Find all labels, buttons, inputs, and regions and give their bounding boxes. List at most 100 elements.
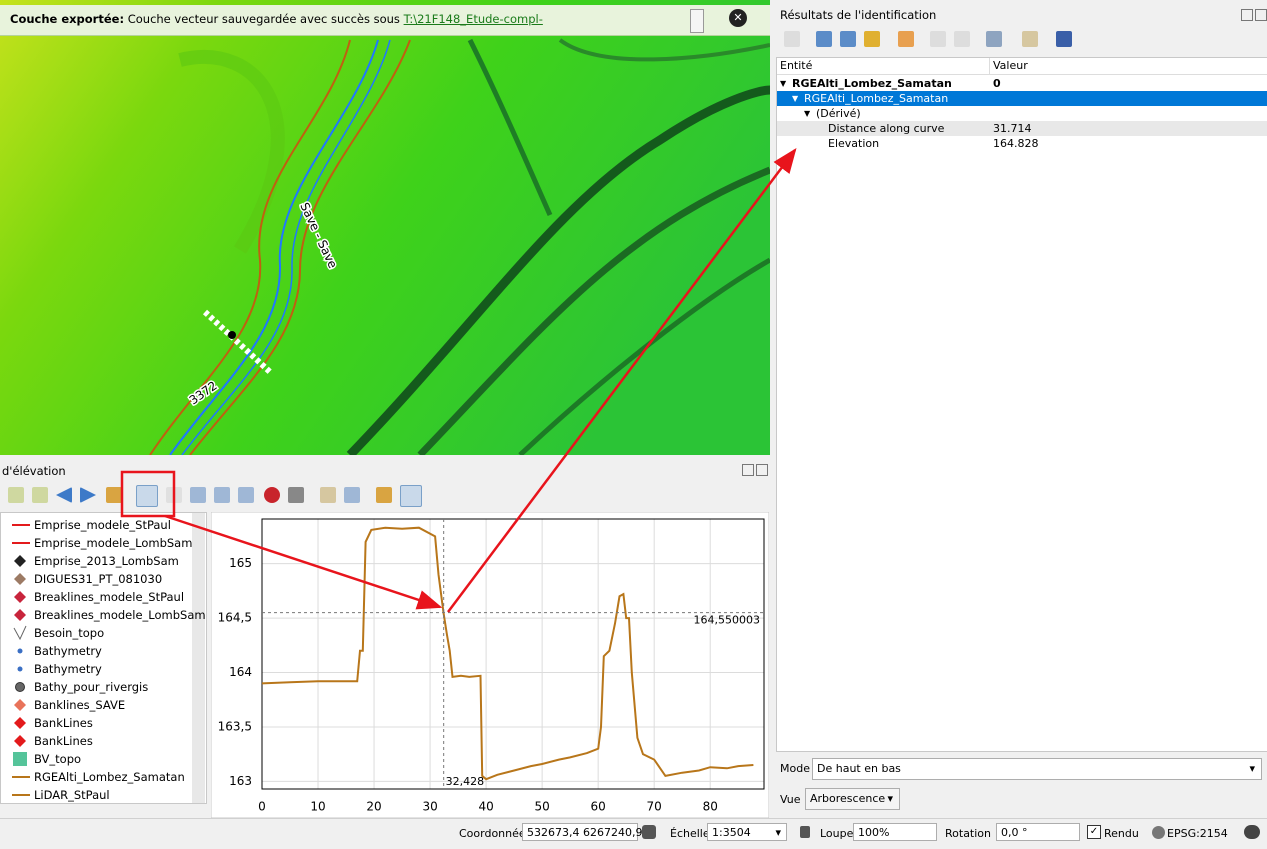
layer-row[interactable]: Bathymetry — [1, 660, 191, 678]
tool-icon[interactable] — [166, 487, 182, 503]
tool-icon[interactable] — [32, 487, 48, 503]
tool-icon[interactable] — [954, 31, 970, 47]
layer-row[interactable]: BV_topo — [1, 750, 191, 768]
layer-row[interactable]: Breaklines_modele_StPaul — [1, 588, 191, 606]
scale-field[interactable]: 1:3504 ▾ — [707, 823, 787, 841]
entity: RGEAlti_Lombez_Samatan — [792, 77, 952, 90]
y-tick-label: 163 — [229, 774, 252, 788]
tool-icon[interactable] — [80, 487, 96, 503]
layer-symbol — [12, 794, 30, 796]
symbol-square — [13, 752, 27, 766]
toolbar — [0, 482, 430, 508]
crs-icon[interactable] — [1152, 826, 1165, 839]
close-button[interactable] — [756, 464, 768, 476]
layer-row[interactable]: Emprise_modele_LombSam — [1, 534, 193, 552]
symbol-diamond — [14, 609, 26, 621]
mode-select[interactable]: De haut en bas ▾ — [812, 758, 1262, 780]
x-tick-label: 0 — [258, 800, 266, 814]
message-title: Couche exportée: — [10, 12, 125, 26]
layer-symbol — [17, 666, 23, 672]
lock-icon[interactable] — [800, 826, 810, 838]
tool-icon[interactable] — [320, 487, 336, 503]
expand-arrow: ▼ — [780, 79, 787, 88]
messages-icon[interactable] — [1244, 825, 1260, 839]
map-canvas[interactable]: Save - Save 3372 — [0, 0, 770, 455]
tool-icon[interactable] — [1022, 31, 1038, 47]
close-button[interactable] — [1255, 9, 1267, 21]
coord-toggle[interactable] — [642, 825, 656, 839]
x-tick-label: 40 — [478, 800, 493, 814]
y-tick-label: 163,5 — [218, 719, 252, 733]
tool-icon[interactable] — [344, 487, 360, 503]
message-link[interactable]: T:\21F148_Etude-compl- — [403, 12, 543, 26]
tree-row[interactable]: Distance along curve 31.714 — [777, 121, 1267, 136]
identify-tool[interactable] — [136, 485, 158, 507]
crs[interactable]: EPSG:2154 — [1167, 827, 1228, 840]
tree-row[interactable]: ▼ RGEAlti_Lombez_Samatan 0 — [777, 76, 1267, 91]
layer-row[interactable]: Bathymetry — [1, 642, 191, 660]
tool-icon[interactable] — [930, 31, 946, 47]
layer-row[interactable]: Emprise_modele_StPaul — [1, 516, 191, 534]
layer-row[interactable]: BankLines — [1, 732, 191, 750]
symbol-diamond — [14, 591, 26, 603]
layer-name: Bathymetry — [34, 662, 102, 676]
tool-icon[interactable] — [898, 31, 914, 47]
river — [181, 39, 391, 455]
tool-icon[interactable] — [986, 31, 1002, 47]
scroll-buttons[interactable] — [690, 9, 704, 33]
column-header[interactable]: Entité — [780, 59, 813, 72]
column-header[interactable]: Valeur — [993, 59, 1028, 72]
elevation-chart: 163 163,5 164 164,5 165 0 10 20 30 40 50 60 70 80 164,… — [211, 512, 769, 818]
tree-row[interactable]: ▼ RGEAlti_Lombez_Samatan — [777, 91, 1267, 106]
tool-icon[interactable] — [288, 487, 304, 503]
layer-name: Banklines_SAVE — [34, 698, 126, 712]
close-button[interactable]: ✕ — [729, 9, 747, 27]
symbol-point — [17, 666, 23, 672]
coord-field[interactable]: 532673,4 6267240,9 — [522, 823, 642, 841]
render-checkbox[interactable]: ✓ — [1087, 825, 1101, 839]
layer-row[interactable]: RGEAlti_Lombez_Samatan — [1, 768, 191, 786]
float-button[interactable] — [742, 464, 754, 476]
tool-icon[interactable] — [376, 487, 392, 503]
tool-icon[interactable] — [214, 487, 230, 503]
tool-icon[interactable] — [190, 487, 206, 503]
tool-icon[interactable] — [864, 31, 880, 47]
layer-name: Emprise_modele_LombSam — [34, 536, 193, 550]
tool-icon[interactable] — [264, 487, 280, 503]
contour — [149, 39, 351, 455]
tool-icon[interactable] — [840, 31, 856, 47]
tool-icon[interactable] — [8, 487, 24, 503]
layer-row[interactable]: Banklines_SAVE — [1, 696, 191, 714]
view-label: Vue — [780, 793, 801, 806]
float-button[interactable] — [1241, 9, 1253, 21]
tool-icon[interactable] — [400, 485, 422, 507]
layer-row[interactable]: LiDAR_StPaul — [1, 786, 191, 803]
tool-icon[interactable] — [106, 487, 122, 503]
layer-row[interactable]: Emprise_2013_LombSam — [1, 552, 191, 570]
scrollbar[interactable] — [192, 513, 205, 803]
tool-icon[interactable] — [784, 31, 800, 47]
identify-panel: Résultats de l'identification Entité Val… — [776, 0, 1267, 818]
crosshair-y-label: 164,550003 — [694, 614, 760, 627]
view-select[interactable]: Arborescence ▾ — [805, 788, 900, 810]
layer-row[interactable]: Bathy_pour_rivergis — [1, 678, 191, 696]
layer-row[interactable]: BankLines — [1, 714, 191, 732]
tree-row[interactable]: Elevation 164.828 — [777, 136, 1267, 151]
layer-row[interactable]: DIGUES31_PT_081030 — [1, 570, 191, 588]
layer-symbol — [14, 555, 26, 567]
layer-symbol — [14, 717, 26, 729]
magnifier-field[interactable]: 100% — [853, 823, 937, 841]
tool-icon[interactable] — [56, 487, 72, 503]
tool-icon[interactable] — [816, 31, 832, 47]
scale-label: Échelle — [670, 827, 710, 840]
scale-value: 1:3504 — [712, 826, 751, 839]
layer-row[interactable]: Besoin_topo — [1, 624, 191, 642]
tool-icon[interactable] — [1056, 31, 1072, 47]
rotation-field[interactable]: 0,0 ° — [996, 823, 1080, 841]
y-tick-label: 164,5 — [218, 611, 252, 625]
message-bar: Couche exportée: Couche vecteur sauvegar… — [0, 5, 770, 36]
layer-row[interactable]: Breaklines_modele_LombSam — [1, 606, 206, 624]
tool-icon[interactable] — [238, 487, 254, 503]
tree-row[interactable]: ▼ (Dérivé) — [777, 106, 1267, 121]
